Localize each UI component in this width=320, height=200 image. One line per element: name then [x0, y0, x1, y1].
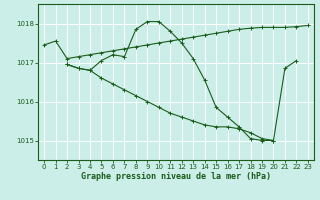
X-axis label: Graphe pression niveau de la mer (hPa): Graphe pression niveau de la mer (hPa) — [81, 172, 271, 181]
